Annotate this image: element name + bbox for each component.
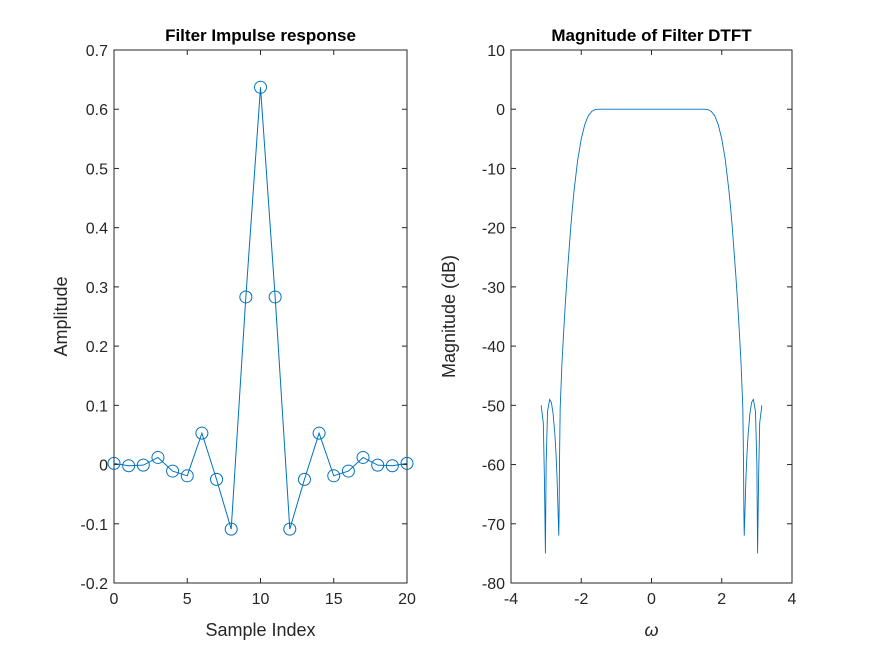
right-y-tick-label: 10 <box>487 43 505 60</box>
left-data-point <box>210 472 224 486</box>
left-data-point <box>371 458 385 472</box>
right-y-tick-label: -40 <box>482 339 505 356</box>
left-y-tick-label: 0.6 <box>86 102 108 119</box>
left-axes-box <box>113 49 408 584</box>
left-data-point <box>122 459 136 473</box>
left-data-point <box>166 464 180 478</box>
left-data-point <box>297 472 311 486</box>
left-y-tick-label: 0.4 <box>86 221 108 238</box>
left-data-point <box>180 469 194 483</box>
left-y-tick-label: 0.1 <box>86 398 108 415</box>
left-y-tick-label: -0.2 <box>80 576 108 593</box>
left-y-tick-label: 0.7 <box>86 43 108 60</box>
right-y-tick-label: -80 <box>482 576 505 593</box>
left-chart-title: Filter Impulse response <box>165 26 356 45</box>
right-chart-title: Magnitude of Filter DTFT <box>551 26 752 45</box>
left-y-axis-label: Amplitude <box>51 276 71 356</box>
left-data-point <box>151 450 165 464</box>
right-x-tick-label: 2 <box>717 591 726 608</box>
right-y-tick-label: -30 <box>482 280 505 297</box>
right-x-axis-label: ω <box>644 620 658 640</box>
left-data-point <box>312 426 326 440</box>
right-y-tick-label: 0 <box>496 102 505 119</box>
right-subplot: -4 -2 0 2 4-80-70-60-50-40-30-20-10010Magnit… <box>439 26 797 640</box>
left-data-point <box>341 464 355 478</box>
right-y-tick-label: -50 <box>482 398 505 415</box>
left-data-point <box>268 290 282 304</box>
left-y-tick-label: 0.5 <box>86 161 108 178</box>
right-series-line <box>540 108 763 554</box>
left-subplot: 0 5 10 15 20 -0.2 -0.1 0 0.1 0.2 0.3 0.4 0.5 0.6 0.7 Fi… <box>51 26 416 640</box>
left-data-point <box>385 459 399 473</box>
left-x-tick-label: 10 <box>252 591 270 608</box>
left-x-tick-label: 15 <box>325 591 343 608</box>
left-data-point <box>283 522 297 536</box>
right-axes-box <box>510 49 793 584</box>
left-series-line <box>113 87 408 530</box>
right-y-tick-label: -20 <box>482 221 505 238</box>
right-y-tick-label: -10 <box>482 161 505 178</box>
left-x-tick-label: 5 <box>183 591 192 608</box>
left-y-tick-label: -0.1 <box>80 517 108 534</box>
left-y-tick-label: 0.3 <box>86 280 108 297</box>
left-x-tick-label: 0 <box>110 591 119 608</box>
left-x-tick-label: 20 <box>398 591 416 608</box>
left-data-point <box>224 522 238 536</box>
left-y-tick-label: 0 <box>99 458 108 475</box>
left-data-point <box>400 456 414 470</box>
right-x-tick-label: -4 <box>504 591 518 608</box>
left-data-point <box>195 426 209 440</box>
left-data-point <box>239 290 253 304</box>
right-x-tick-label: 4 <box>788 591 797 608</box>
right-y-tick-label: -70 <box>482 517 505 534</box>
right-y-axis-label: Magnitude (dB) <box>439 255 459 378</box>
left-data-point <box>327 469 341 483</box>
right-y-tick-label: -60 <box>482 458 505 475</box>
left-data-point <box>136 458 150 472</box>
right-x-tick-label: 0 <box>647 591 656 608</box>
left-y-tick-label: 0.2 <box>86 339 108 356</box>
left-data-point <box>356 450 370 464</box>
left-data-point <box>107 456 121 470</box>
left-data-point <box>254 80 267 94</box>
right-x-tick-label: -2 <box>574 591 588 608</box>
left-x-axis-label: Sample Index <box>205 620 315 640</box>
